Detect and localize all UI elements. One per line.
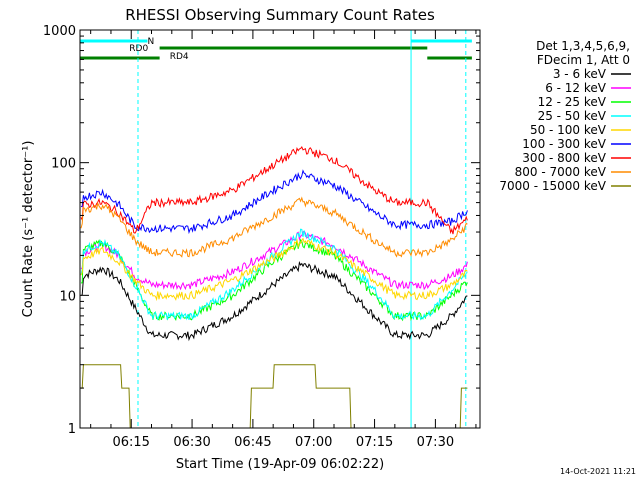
legend-label: 3 - 6 keV (553, 67, 607, 81)
axes: 1 10 100 1000 06:15 06:30 06:45 07:00 07:15 07:30 (43, 24, 480, 450)
y-tick-label: 1000 (43, 24, 76, 39)
x-tick-label: 06:45 (234, 435, 271, 450)
x-tick-label: 06:15 (112, 435, 149, 450)
x-tick-label: 07:30 (417, 435, 454, 450)
series-line-4 (80, 237, 468, 302)
legend-label: 800 - 7000 keV (515, 165, 607, 179)
footer-timestamp: 14-Oct-2021 11:21 (560, 467, 636, 476)
series-line-3 (80, 228, 468, 321)
flag-label-n: N (147, 37, 154, 47)
y-tick-label: 1 (68, 422, 76, 437)
x-tick-label: 06:30 (173, 435, 210, 450)
x-tick-label: 07:00 (295, 435, 332, 450)
x-axis-label: Start Time (19-Apr-09 06:02:22) (176, 457, 384, 472)
x-tick-label: 07:15 (356, 435, 393, 450)
y-tick-label: 100 (51, 157, 76, 172)
chart-title: RHESSI Observing Summary Count Rates (125, 6, 435, 24)
y-axis-label: Count Rate (s⁻¹ detector⁻¹) (21, 141, 36, 318)
boundary-lines (79, 30, 467, 428)
series-line-8 (81, 364, 468, 429)
series-line-1 (80, 230, 468, 291)
series-line-5 (80, 169, 468, 235)
series-line-0 (80, 260, 468, 342)
legend-header-line: Det 1,3,4,5,6,9, (536, 39, 630, 53)
series-lines (80, 146, 468, 429)
legend-label: 50 - 100 keV (530, 123, 607, 137)
flag-label-rd4: RD4 (170, 52, 189, 62)
legend-label: 100 - 300 keV (522, 137, 606, 151)
y-tick-label: 10 (59, 289, 76, 304)
legend: Det 1,3,4,5,6,9,FDecim 1, Att 03 - 6 keV… (499, 39, 631, 193)
series-line-6 (80, 146, 468, 235)
plot-frame (79, 29, 481, 429)
legend-label: 300 - 800 keV (522, 151, 606, 165)
legend-label: 25 - 50 keV (538, 109, 607, 123)
legend-label: 7000 - 15000 keV (499, 179, 606, 193)
legend-label: 12 - 25 keV (538, 95, 607, 109)
flag-label-rd0: RD0 (129, 44, 148, 54)
legend-header-line: FDecim 1, Att 0 (537, 53, 630, 67)
legend-label: 6 - 12 keV (545, 81, 607, 95)
series-line-7 (80, 196, 468, 258)
